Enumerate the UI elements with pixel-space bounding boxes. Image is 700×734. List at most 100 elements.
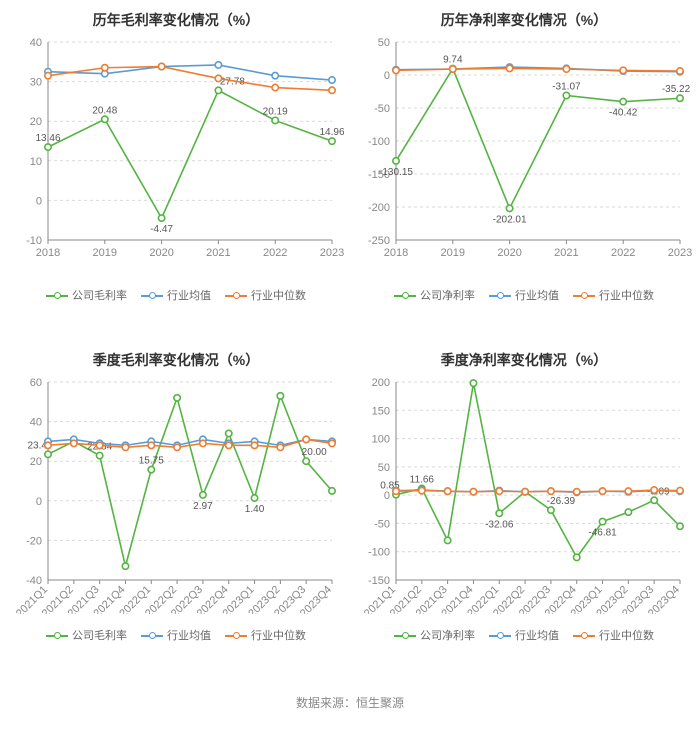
x-tick-label: 2018 <box>36 247 60 259</box>
point-label: -40.42 <box>609 108 638 119</box>
series-point-company <box>329 138 335 144</box>
legend-swatch-industry_avg <box>489 290 511 300</box>
legend-swatch-industry_avg <box>141 630 163 640</box>
series-point-company <box>574 554 580 560</box>
y-tick-label: 200 <box>372 377 390 389</box>
legend-item-industry_median: 行业中位数 <box>573 627 654 643</box>
series-point-industry_median <box>625 488 631 494</box>
chart-panel-annual_net: 历年净利率变化情况（%）-250-200-150-100-50050201820… <box>350 4 698 344</box>
point-label: -46.81 <box>588 528 617 539</box>
series-point-industry_median <box>158 63 164 69</box>
x-tick-label: 2022 <box>263 247 287 259</box>
series-point-company <box>563 92 569 98</box>
legend-label: 公司毛利率 <box>72 287 127 303</box>
y-tick-label: 10 <box>30 156 42 168</box>
x-tick-label: 2019 <box>93 247 117 259</box>
series-point-company <box>393 158 399 164</box>
footer-source: 数据来源：恒生聚源 <box>0 684 700 727</box>
y-tick-label: -100 <box>368 136 390 148</box>
series-point-company <box>96 452 102 458</box>
x-tick-label: 2023 <box>668 247 692 259</box>
legend-swatch-industry_median <box>225 630 247 640</box>
series-point-company <box>277 393 283 399</box>
y-tick-label: -50 <box>374 103 390 115</box>
series-point-industry_median <box>444 488 450 494</box>
legend-swatch-company <box>46 290 68 300</box>
series-point-industry_median <box>496 488 502 494</box>
series-point-industry_median <box>272 84 278 90</box>
series-point-company <box>200 492 206 498</box>
series-point-industry_median <box>329 87 335 93</box>
legend-item-industry_avg: 行业均值 <box>141 287 211 303</box>
legend-item-industry_avg: 行业均值 <box>141 627 211 643</box>
x-tick-label: 2018 <box>384 247 408 259</box>
point-label: 20.48 <box>92 105 117 116</box>
series-point-company <box>226 430 232 436</box>
series-point-industry_median <box>393 488 399 494</box>
series-point-industry_median <box>620 67 626 73</box>
y-tick-label: 20 <box>30 456 42 468</box>
series-point-industry_median <box>200 440 206 446</box>
series-point-company <box>251 495 257 501</box>
series-point-company <box>215 87 221 93</box>
point-label: -9.09 <box>647 486 670 497</box>
series-point-company <box>677 523 683 529</box>
plot-area: -1001020304020182019202020212022202313.4… <box>6 34 346 274</box>
series-point-industry_median <box>599 488 605 494</box>
series-point-company <box>158 215 164 221</box>
series-point-company <box>272 117 278 123</box>
series-point-industry_median <box>677 487 683 493</box>
chart-svg: -150-100-500501001502002021Q12021Q22021Q… <box>354 374 692 614</box>
point-label: 13.46 <box>35 133 60 144</box>
point-label: 20.00 <box>302 447 327 458</box>
series-point-company <box>496 510 502 516</box>
legend-label: 行业均值 <box>167 627 211 643</box>
series-point-company <box>599 518 605 524</box>
y-tick-label: 0 <box>36 195 42 207</box>
legend: 公司毛利率 行业均值 行业中位数 <box>6 620 346 650</box>
series-point-industry_median <box>563 66 569 72</box>
legend-item-industry_median: 行业中位数 <box>573 287 654 303</box>
legend-item-company: 公司毛利率 <box>46 627 127 643</box>
legend-label: 行业中位数 <box>251 627 306 643</box>
point-label: -4.47 <box>150 224 173 235</box>
y-tick-label: 40 <box>30 417 42 429</box>
legend-swatch-industry_median <box>225 290 247 300</box>
legend-label: 行业中位数 <box>599 287 654 303</box>
point-label: 2.97 <box>193 501 213 512</box>
x-tick-label: 2020 <box>497 247 521 259</box>
plot-area: -250-200-150-100-50050201820192020202120… <box>354 34 694 274</box>
series-point-company <box>102 116 108 122</box>
series-point-industry_median <box>329 440 335 446</box>
point-label: -202.01 <box>493 214 527 225</box>
point-label: 9.74 <box>443 55 463 66</box>
series-point-company <box>122 563 128 569</box>
series-point-company <box>45 144 51 150</box>
x-tick-label: 2019 <box>441 247 465 259</box>
legend-item-company: 公司毛利率 <box>46 287 127 303</box>
point-label: -130.15 <box>379 167 413 178</box>
y-tick-label: 40 <box>30 37 42 49</box>
y-tick-label: 150 <box>372 405 390 417</box>
y-tick-label: 0 <box>36 496 42 508</box>
chart-title: 季度净利率变化情况（%） <box>354 350 694 370</box>
legend-swatch-industry_median <box>573 630 595 640</box>
point-label: -32.06 <box>485 519 514 530</box>
point-label: -35.22 <box>662 84 691 95</box>
legend-swatch-company <box>46 630 68 640</box>
series-point-company <box>620 98 626 104</box>
series-point-industry_median <box>122 444 128 450</box>
series-point-industry_median <box>677 68 683 74</box>
y-tick-label: 50 <box>378 37 390 49</box>
chart-title: 历年净利率变化情况（%） <box>354 10 694 30</box>
series-point-industry_median <box>251 442 257 448</box>
legend-label: 公司净利率 <box>420 287 475 303</box>
series-point-industry_median <box>174 444 180 450</box>
series-line-company <box>396 69 680 209</box>
chart-grid: 历年毛利率变化情况（%）-100102030402018201920202021… <box>0 0 700 684</box>
series-point-industry_median <box>45 72 51 78</box>
x-tick-label: 2021 <box>206 247 230 259</box>
chart-title: 历年毛利率变化情况（%） <box>6 10 346 30</box>
series-point-company <box>303 458 309 464</box>
series-point-industry_median <box>102 65 108 71</box>
